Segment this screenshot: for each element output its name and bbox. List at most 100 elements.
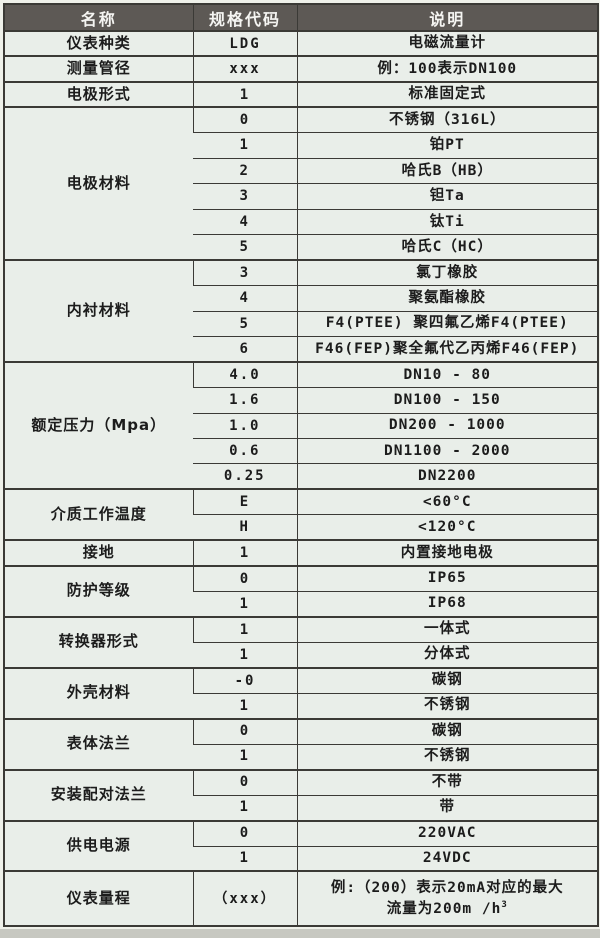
code-cell: 1 xyxy=(193,692,297,719)
code-cell: 1 xyxy=(193,794,297,821)
code-cell: 1 xyxy=(192,615,297,643)
desc-cell: <60°C xyxy=(296,488,598,515)
desc-cell: 碳钢 xyxy=(296,717,598,745)
code-cell: 4.0 xyxy=(192,361,297,388)
code-cell: 1 xyxy=(192,80,297,108)
table-row: 表体法兰 0 碳钢 xyxy=(4,717,598,770)
table-row: 1 IP68 xyxy=(4,590,598,617)
desc-cell: 不锈钢 xyxy=(296,743,598,770)
code-cell: H xyxy=(193,514,297,541)
table-row: 介质工作温度 E <60°C xyxy=(4,488,598,541)
code-cell: 0 xyxy=(192,106,297,133)
desc-line1: 例:（200）表示20mA对应的最大 xyxy=(330,879,564,896)
desc-cell: DN100 - 150 xyxy=(296,387,598,414)
name-cell: 防护等级 xyxy=(4,564,193,617)
table-row: H <120°C xyxy=(4,514,598,541)
code-cell: 1 xyxy=(193,641,297,668)
desc-cell: 聚氨酯橡胶 xyxy=(296,285,598,312)
desc-cell: 例：100表示DN100 xyxy=(296,55,598,82)
name-cell: 仪表量程 xyxy=(4,870,193,926)
table-row: 1 分体式 xyxy=(4,641,598,668)
code-cell: LDG xyxy=(192,29,297,57)
code-cell: 1 xyxy=(193,132,297,159)
code-cell: 3 xyxy=(193,183,297,210)
desc-cell: F4(PTEE) 聚四氟乙烯F4(PTEE) xyxy=(296,310,598,337)
desc-cell: 不锈钢（316L） xyxy=(296,106,598,133)
table-row: 电极材料 0 不锈钢（316L） xyxy=(4,106,598,261)
desc-cell: <120°C xyxy=(296,514,598,541)
code-cell: 0 xyxy=(192,768,297,796)
code-cell: 1 xyxy=(193,845,297,872)
code-cell: 1.6 xyxy=(193,387,297,414)
table-row: 供电电源 0 220VAC xyxy=(4,819,598,872)
code-cell: 1 xyxy=(193,743,297,770)
name-cell: 电极材料 xyxy=(4,106,193,261)
desc-cell: 电磁流量计 xyxy=(296,29,598,57)
desc-cell: 220VAC xyxy=(296,819,598,846)
desc-cell: 24VDC xyxy=(296,845,598,872)
table-row: 0.25 DN2200 xyxy=(4,463,598,490)
desc-cell: 带 xyxy=(296,794,598,821)
desc-cell: 例:（200）表示20mA对应的最大 流量为200m /h3 xyxy=(296,870,598,926)
table-row: 1.0 DN200 - 1000 xyxy=(4,412,598,439)
code-cell: 1.0 xyxy=(193,412,297,439)
name-cell: 测量管径 xyxy=(4,55,193,82)
table-row: 5 哈氏C（HC） xyxy=(4,234,598,261)
desc-cell: 哈氏B（HB） xyxy=(296,157,598,184)
name-cell: 接地 xyxy=(4,539,193,566)
code-cell: 1 xyxy=(192,539,297,566)
code-cell: 4 xyxy=(193,208,297,235)
spec-table: 名称 规格代码 说明 仪表种类 LDG 电磁流量计 测量管径 xxx 例：100表示DN1… xyxy=(3,3,599,927)
desc-cell: 氯丁橡胶 xyxy=(296,259,598,286)
name-cell: 额定压力（Mpa） xyxy=(4,361,193,490)
table-row: 额定压力（Mpa） 4.0 DN10 - 80 xyxy=(4,361,598,490)
table-row: 1 24VDC xyxy=(4,845,598,872)
desc-cell: IP68 xyxy=(296,590,598,617)
table-row: 内衬材料 3 氯丁橡胶 xyxy=(4,259,598,363)
header-name: 名称 xyxy=(4,4,193,32)
header-row: 名称 规格代码 说明 xyxy=(4,4,598,32)
name-cell: 介质工作温度 xyxy=(4,488,193,541)
table-row: 转换器形式 1 一体式 xyxy=(4,615,598,668)
table-row: 3 钽Ta xyxy=(4,183,598,210)
desc-cell: 不锈钢 xyxy=(296,692,598,719)
desc-cell: 内置接地电极 xyxy=(296,539,598,566)
table-row: 外壳材料 -0 碳钢 xyxy=(4,666,598,719)
table-body: 仪表种类 LDG 电磁流量计 测量管径 xxx 例：100表示DN100 电极形式 1 标准固定… xyxy=(4,29,598,926)
table-row: 1 不锈钢 xyxy=(4,692,598,719)
desc-cell: IP65 xyxy=(296,564,598,592)
code-cell: 6 xyxy=(193,336,297,363)
code-cell: 1 xyxy=(193,590,297,617)
desc-cell: 不带 xyxy=(296,768,598,796)
code-cell: （xxx） xyxy=(192,870,297,926)
desc-line2-text: 流量为200m /h xyxy=(386,900,502,917)
table-row: 防护等级 0 IP65 xyxy=(4,564,598,617)
name-cell: 外壳材料 xyxy=(4,666,193,719)
desc-cell: 碳钢 xyxy=(296,666,598,694)
code-cell: -0 xyxy=(192,666,297,694)
table-row: 1.6 DN100 - 150 xyxy=(4,387,598,414)
table-row: 仪表种类 LDG 电磁流量计 xyxy=(4,29,598,57)
bottom-strip xyxy=(0,929,600,938)
name-cell: 供电电源 xyxy=(4,819,193,872)
table-row: 0.6 DN1100 - 2000 xyxy=(4,437,598,464)
table-row: 2 哈氏B（HB） xyxy=(4,157,598,184)
header-description: 说明 xyxy=(296,4,598,32)
desc-cell: 钽Ta xyxy=(296,183,598,210)
code-cell: 0 xyxy=(192,819,297,846)
desc-cell: 一体式 xyxy=(296,615,598,643)
desc-cell: DN200 - 1000 xyxy=(296,412,598,439)
code-cell: 0.6 xyxy=(193,437,297,464)
code-cell: xxx xyxy=(192,55,297,82)
table-row: 1 铂PT xyxy=(4,132,598,159)
desc-cell: DN1100 - 2000 xyxy=(296,437,598,464)
table-row: 接地 1 内置接地电极 xyxy=(4,539,598,566)
desc-superscript: 3 xyxy=(501,899,508,910)
code-cell: 0.25 xyxy=(193,463,297,490)
desc-cell: 标准固定式 xyxy=(296,80,598,108)
desc-cell: DN2200 xyxy=(296,463,598,490)
table-row: 4 聚氨酯橡胶 xyxy=(4,285,598,312)
table-row: 1 不锈钢 xyxy=(4,743,598,770)
name-cell: 仪表种类 xyxy=(4,29,193,57)
